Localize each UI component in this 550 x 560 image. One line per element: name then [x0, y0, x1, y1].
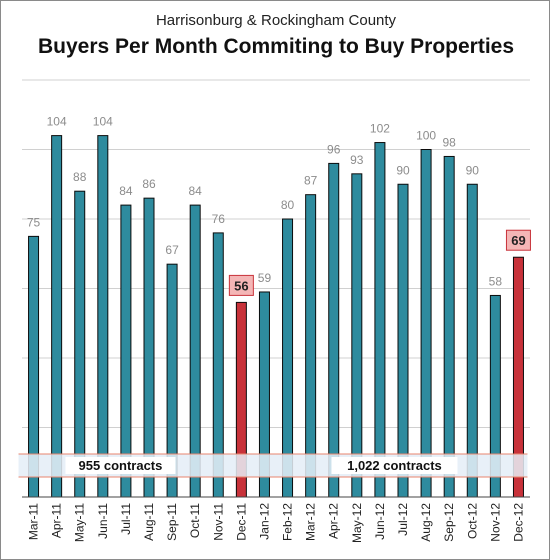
bar [466, 183, 478, 498]
x-tick-label: Dec-12 [511, 503, 525, 542]
x-tick-label: Sep-11 [165, 503, 179, 541]
x-tick-label: Jun-12 [373, 503, 387, 540]
bar [74, 190, 86, 498]
data-label: 90 [396, 163, 410, 177]
x-tick-label: Aug-12 [419, 503, 433, 542]
data-label: 56 [234, 278, 248, 293]
data-label: 93 [350, 153, 364, 167]
x-tick-label: Dec-11 [234, 503, 248, 541]
bar [120, 204, 132, 498]
data-label: 84 [119, 184, 133, 198]
data-label: 86 [142, 177, 156, 191]
x-tick-label: Jun-11 [96, 503, 110, 539]
data-label: 58 [489, 274, 503, 288]
data-label: 104 [93, 115, 113, 129]
bar [351, 173, 363, 498]
data-label-box [505, 229, 531, 251]
bar [189, 204, 201, 498]
data-label: 88 [73, 170, 87, 184]
annotation-overlay-label: 955 contracts [79, 458, 163, 473]
x-tick-label: Apr-11 [50, 503, 64, 538]
data-label: 100 [416, 129, 436, 143]
x-tick-label: Jul-12 [396, 503, 410, 536]
x-tick-label: Jan-12 [257, 503, 271, 540]
bar [374, 142, 386, 498]
data-label-box [228, 274, 254, 296]
bar [328, 162, 340, 498]
data-label: 76 [212, 212, 226, 226]
x-tick-label: Feb-12 [281, 503, 295, 541]
x-tick-label: Mar-11 [27, 503, 41, 540]
bar [443, 155, 455, 498]
data-label: 90 [466, 163, 480, 177]
data-label: 98 [443, 135, 457, 149]
data-label: 69 [511, 233, 525, 248]
x-tick-label: Oct-11 [188, 503, 202, 538]
x-tick-label: Jul-11 [119, 503, 133, 535]
bar [51, 135, 63, 498]
data-label: 59 [258, 271, 272, 285]
x-tick-label: Sep-12 [442, 503, 456, 542]
data-label: 80 [281, 198, 295, 212]
annotation-overlay-label: 1,022 contracts [347, 458, 442, 473]
data-label: 104 [47, 115, 67, 129]
bar [397, 183, 409, 498]
bar [420, 149, 432, 498]
data-label: 84 [189, 184, 203, 198]
x-tick-label: May-12 [350, 503, 364, 543]
x-tick-label: Nov-12 [488, 503, 502, 542]
bar [143, 197, 155, 498]
annotation-overlay-label-bg [331, 457, 458, 474]
x-tick-label: Aug-11 [142, 503, 156, 541]
x-tick-label: Nov-11 [211, 503, 225, 541]
x-tick-label: Mar-12 [304, 503, 318, 541]
data-label: 96 [327, 142, 341, 156]
x-tick-label: Apr-12 [327, 503, 341, 539]
data-label: 102 [370, 122, 390, 136]
bar [305, 194, 317, 498]
chart-subtitle: Harrisonburg & Rockingham County [155, 12, 397, 29]
chart-title: Buyers Per Month Commiting to Buy Proper… [37, 35, 515, 58]
data-label: 75 [27, 215, 41, 229]
x-tick-label: Oct-12 [465, 503, 479, 539]
annotation-overlay-label-bg [65, 457, 176, 474]
data-label: 87 [304, 174, 318, 188]
data-label: 67 [165, 243, 179, 257]
x-tick-label: May-11 [73, 503, 87, 542]
bar [97, 135, 109, 498]
